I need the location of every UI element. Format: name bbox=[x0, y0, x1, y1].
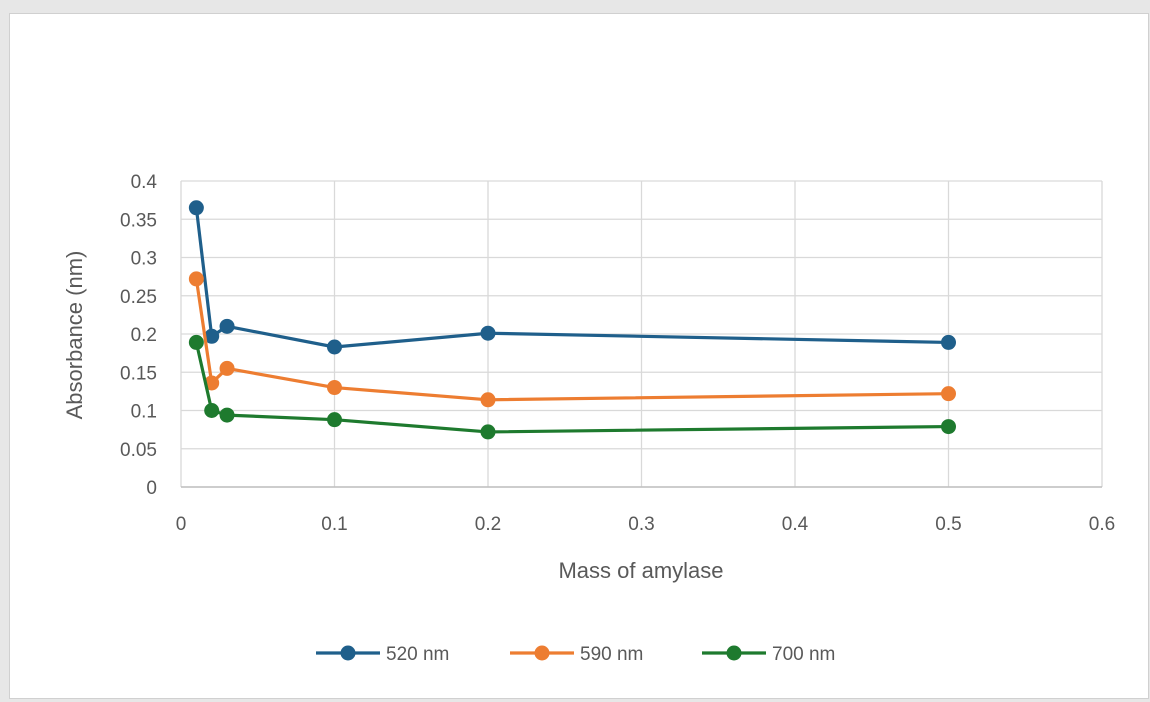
data-point bbox=[480, 392, 496, 408]
series-1 bbox=[188, 271, 956, 408]
y-tick-label: 0 bbox=[146, 478, 157, 499]
data-point bbox=[480, 424, 496, 440]
legend-marker bbox=[726, 645, 742, 661]
legend-marker bbox=[340, 645, 356, 661]
data-point bbox=[941, 419, 956, 435]
legend: 520 nm 590 nm 700 nm bbox=[316, 644, 835, 665]
data-point bbox=[480, 325, 496, 341]
legend-entry-2: 700 nm bbox=[702, 644, 835, 665]
y-tick-label: 0.1 bbox=[131, 402, 157, 423]
y-tick-label: 0.4 bbox=[131, 172, 158, 193]
data-point bbox=[219, 360, 235, 376]
x-tick-label: 0 bbox=[176, 514, 187, 535]
series-0 bbox=[188, 200, 956, 355]
series-2 bbox=[188, 334, 956, 440]
data-point bbox=[941, 334, 956, 350]
y-tick-label: 0.15 bbox=[120, 363, 157, 384]
legend-label: 590 nm bbox=[580, 644, 643, 665]
x-tick-label: 0.3 bbox=[628, 514, 654, 535]
data-point bbox=[327, 339, 342, 355]
x-tick-label: 0.4 bbox=[782, 514, 809, 535]
x-axis-title: Mass of amylase bbox=[558, 558, 723, 583]
y-axis-title: Absorbance (nm) bbox=[62, 251, 87, 420]
legend-entry-1: 590 nm bbox=[510, 644, 643, 665]
data-point bbox=[188, 200, 204, 216]
x-tick-label: 0.6 bbox=[1089, 514, 1115, 535]
data-point bbox=[327, 380, 342, 396]
legend-entry-0: 520 nm bbox=[316, 644, 449, 665]
y-tick-label: 0.25 bbox=[120, 287, 157, 308]
data-point bbox=[204, 403, 220, 418]
tick-labels: 0 0.05 0.1 0.15 0.2 0.25 0.3 0.35 0.4 0 0.1 0.2 0.3 0… bbox=[120, 172, 1115, 535]
legend-label: 700 nm bbox=[772, 644, 835, 665]
data-point bbox=[188, 334, 204, 350]
x-tick-label: 0.5 bbox=[935, 514, 961, 535]
data-point bbox=[327, 412, 342, 428]
y-tick-label: 0.05 bbox=[120, 440, 157, 461]
y-tick-label: 0.35 bbox=[120, 210, 157, 231]
legend-marker bbox=[534, 645, 550, 661]
data-point bbox=[219, 318, 235, 334]
gridlines bbox=[180, 180, 1103, 488]
series-line bbox=[194, 342, 949, 434]
series-line bbox=[194, 207, 949, 349]
y-tick-label: 0.3 bbox=[131, 249, 157, 270]
data-point bbox=[188, 271, 204, 287]
x-tick-label: 0.1 bbox=[321, 514, 347, 535]
data-point bbox=[204, 328, 220, 344]
data-point bbox=[941, 386, 956, 402]
series-lines bbox=[188, 200, 956, 440]
series-line bbox=[194, 278, 949, 402]
y-tick-label: 0.2 bbox=[131, 325, 157, 346]
data-point bbox=[219, 407, 235, 423]
legend-label: 520 nm bbox=[386, 644, 449, 665]
x-tick-label: 0.2 bbox=[475, 514, 501, 535]
